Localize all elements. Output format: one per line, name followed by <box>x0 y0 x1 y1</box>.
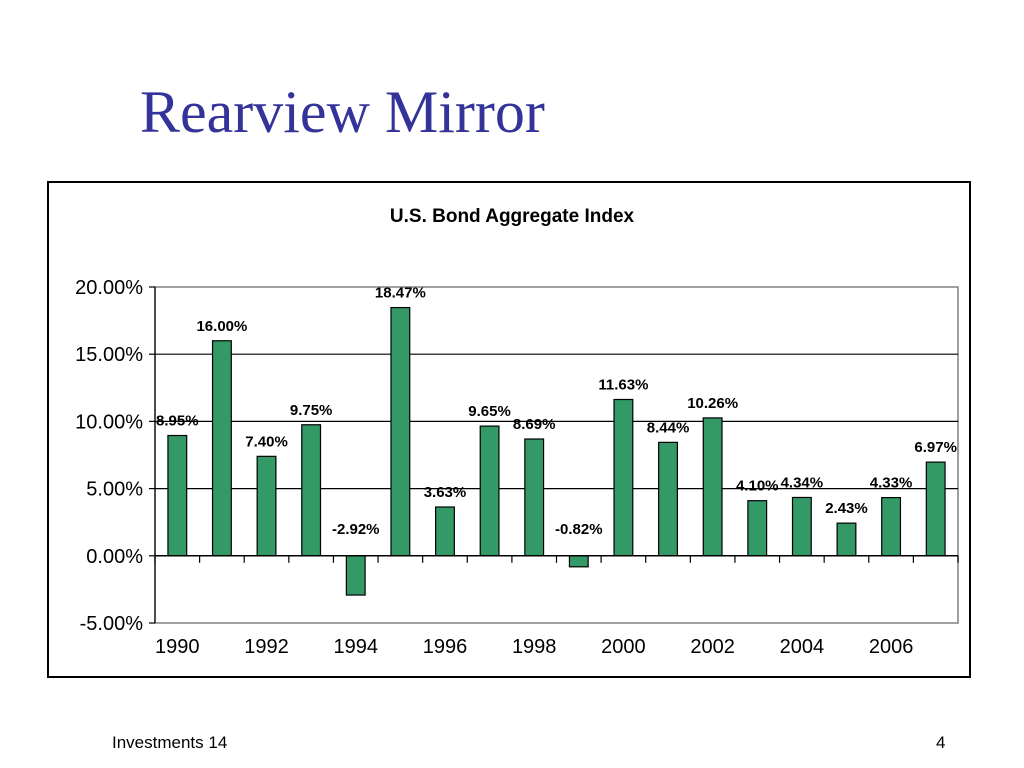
data-label: -2.92% <box>332 521 380 538</box>
data-label: 9.75% <box>290 402 333 419</box>
bar <box>836 522 857 557</box>
data-label: 7.40% <box>245 433 288 450</box>
data-label: 10.26% <box>687 395 738 412</box>
bar <box>613 398 634 557</box>
data-label: 2.43% <box>825 500 868 517</box>
data-label: 9.65% <box>468 403 511 420</box>
chart-title: U.S. Bond Aggregate Index <box>390 206 635 227</box>
y-tick-label: 5.00% <box>86 479 143 501</box>
y-tick-label: 20.00% <box>75 277 143 299</box>
y-tick-label: -5.00% <box>80 613 144 635</box>
bar <box>925 461 946 557</box>
data-label: 4.33% <box>870 475 913 492</box>
y-tick-label: 0.00% <box>86 546 143 568</box>
x-tick-label: 1992 <box>244 636 289 658</box>
data-label: 8.95% <box>156 413 199 430</box>
bar <box>658 441 678 557</box>
plot-area <box>154 286 959 624</box>
bar <box>390 306 411 557</box>
x-tick-label: 1996 <box>423 636 468 658</box>
x-tick-label: 1994 <box>334 636 379 658</box>
bar <box>881 497 902 557</box>
bar <box>256 455 277 557</box>
bar <box>479 425 500 557</box>
footer-text: Investments 14 <box>112 733 228 752</box>
data-label: 4.10% <box>736 478 779 495</box>
bar <box>702 417 723 557</box>
bar <box>568 555 589 568</box>
data-label: 11.63% <box>598 376 648 393</box>
bar <box>435 506 455 557</box>
x-tick-label: 1998 <box>512 636 557 658</box>
slide-title: Rearview Mirror <box>140 79 545 145</box>
data-label: -0.82% <box>555 521 603 538</box>
x-tick-label: 2004 <box>780 636 825 658</box>
data-label: 6.97% <box>914 439 957 456</box>
bar <box>791 496 812 557</box>
chart-frame: U.S. Bond Aggregate Index 20.00% 15.00% 10… <box>47 181 971 678</box>
data-label: 8.69% <box>513 416 556 433</box>
data-label: 3.63% <box>424 484 467 501</box>
bar <box>345 555 366 596</box>
y-tick-label: 15.00% <box>75 344 143 366</box>
data-label: 8.44% <box>647 419 690 436</box>
bar-chart: U.S. Bond Aggregate Index 20.00% 15.00% 10… <box>75 206 959 658</box>
bar <box>167 434 188 557</box>
data-label: 4.34% <box>781 474 824 491</box>
bar <box>301 424 322 557</box>
x-tick-label: 2006 <box>869 636 914 658</box>
bar <box>211 340 232 557</box>
x-tick-label: 2002 <box>690 636 735 658</box>
x-tick-label: 2000 <box>601 636 646 658</box>
bar <box>747 500 768 557</box>
data-label: 18.47% <box>375 285 426 302</box>
page-number: 4 <box>936 733 946 752</box>
x-tick-label: 1990 <box>155 636 200 658</box>
y-tick-label: 10.00% <box>75 411 143 433</box>
bar <box>524 438 545 557</box>
data-label: 16.00% <box>196 318 247 335</box>
